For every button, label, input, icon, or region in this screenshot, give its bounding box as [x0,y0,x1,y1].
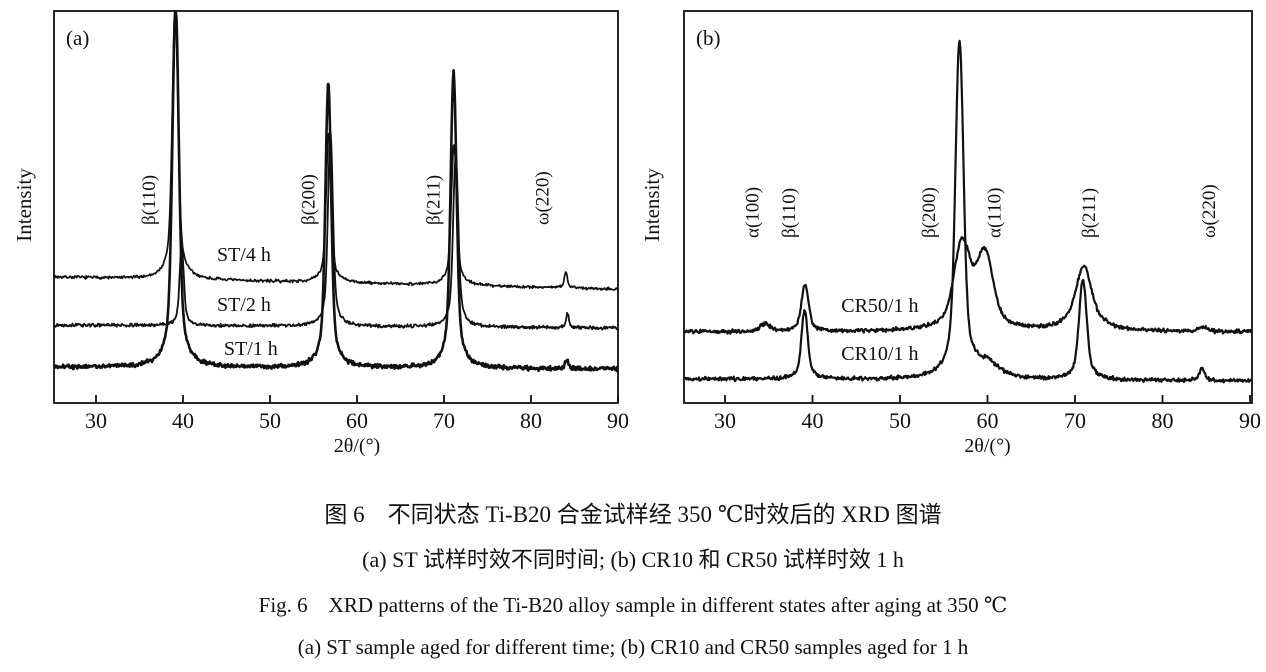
series-label: CR50/1 h [841,295,918,317]
x-axis-label: 2θ/(°) [334,435,380,457]
caption-en-subtitle: (a) ST sample aged for different time; (… [297,635,969,659]
series-label: ST/2 h [217,294,271,316]
panel-corner-label: (b) [696,26,721,50]
x-axis-tick-label: 70 [1064,408,1086,433]
plot-frame [683,10,1253,404]
x-axis-tick-label: 30 [85,408,107,433]
peak-label: β(211) [424,175,445,225]
x-axis-tick-label: 70 [433,408,455,433]
x-axis-tick-label: 80 [1152,408,1174,433]
xrd-curve [684,39,1252,384]
x-axis-tick-label: 90 [607,408,629,433]
caption-zh-subtitle: (a) ST 试样时效不同时间; (b) CR10 和 CR50 试样时效 1 … [362,547,904,572]
peak-label: ω(220) [532,171,553,225]
series-label: ST/4 h [217,244,271,266]
peak-label: β(200) [298,174,319,225]
x-axis-tick-label: 50 [889,408,911,433]
peak-label: β(110) [139,175,160,225]
xrd-curve [54,11,618,373]
y-axis-label: Intensity [12,168,36,242]
x-axis-tick-label: 50 [259,408,281,433]
peak-label: β(110) [779,188,800,238]
xrd-panel-b: 30 40 50 60 70 80 90 2θ/(°) Intensity (b) α(100) β(… [640,10,1261,457]
xrd-panel-a: 30 40 50 60 70 80 90 2θ/(°) Intensity (a) β(110) β(… [12,10,629,457]
x-axis-tick-label: 60 [977,408,999,433]
peak-label: α(110) [985,188,1006,238]
x-axis-label: 2θ/(°) [964,435,1010,457]
peak-label: β(211) [1079,188,1100,238]
x-axis-tick-label: 40 [172,408,194,433]
series-label: CR10/1 h [841,343,918,365]
peak-label: β(200) [919,187,940,238]
panel-corner-label: (a) [66,26,89,50]
xrd-curve [54,11,618,291]
x-axis-tick-label: 60 [346,408,368,433]
peak-label: α(100) [742,187,763,238]
xrd-curve [684,236,1252,335]
x-axis-tick-label: 90 [1239,408,1261,433]
xrd-curve [54,132,618,331]
xrd-figure-canvas: 30 40 50 60 70 80 90 2θ/(°) Intensity (a) β(110) β(… [12,10,1261,457]
x-axis-tick-label: 80 [520,408,542,433]
x-axis-tick-label: 40 [802,408,824,433]
caption-en-title: Fig. 6 XRD patterns of the Ti-B20 alloy … [258,593,1008,617]
caption-zh-title: 图 6 不同状态 Ti-B20 合金试样经 350 ℃时效后的 XRD 图谱 [324,502,942,527]
y-axis-label: Intensity [640,168,664,242]
peak-label: ω(220) [1199,184,1220,238]
plot-frame [53,10,619,404]
x-axis-tick-label: 30 [714,408,736,433]
series-label: ST/1 h [224,338,278,360]
